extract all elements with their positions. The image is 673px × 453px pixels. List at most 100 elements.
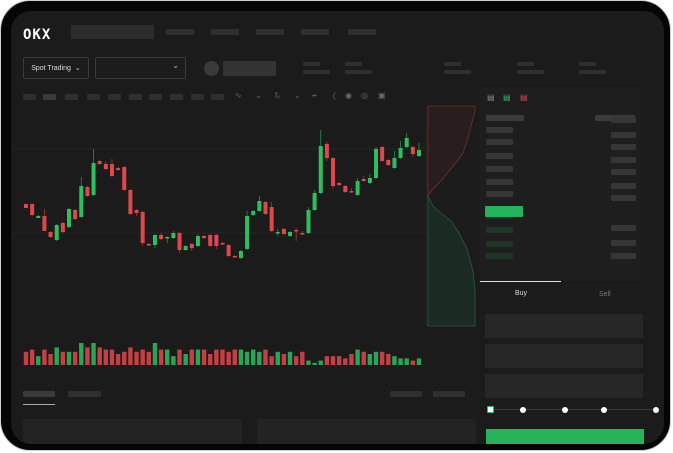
okx-logo[interactable]: OKX	[23, 27, 52, 43]
timeframe-button[interactable]	[149, 94, 162, 100]
candle[interactable]	[331, 158, 336, 186]
search-bar[interactable]	[71, 25, 154, 39]
tab-right[interactable]	[390, 391, 422, 397]
candle[interactable]	[140, 212, 145, 243]
tab-right[interactable]	[433, 391, 465, 397]
ruler-icon[interactable]: 〈	[328, 92, 336, 101]
candle[interactable]	[171, 233, 176, 238]
percent-slider-track[interactable]	[491, 409, 657, 410]
timeframe-button[interactable]	[170, 94, 183, 100]
amount-input[interactable]	[485, 344, 643, 368]
candle[interactable]	[128, 190, 133, 214]
candle[interactable]	[208, 235, 213, 246]
tab-open-orders[interactable]	[23, 391, 55, 397]
spot-trading-button[interactable]: Spot Trading ⌄	[23, 57, 89, 79]
chevron-down-icon[interactable]: ⌄	[294, 91, 301, 100]
candle[interactable]	[109, 164, 114, 176]
candle[interactable]	[202, 236, 207, 238]
candle[interactable]	[392, 158, 397, 168]
candle[interactable]	[386, 160, 391, 165]
candle[interactable]	[60, 223, 65, 232]
candle[interactable]	[245, 216, 250, 249]
candle[interactable]	[349, 191, 354, 193]
drawing-icon[interactable]: fₓ	[275, 91, 280, 100]
camera-icon[interactable]: ◉	[345, 91, 352, 100]
candle[interactable]	[269, 207, 274, 231]
candle[interactable]	[318, 146, 323, 193]
candle[interactable]	[42, 216, 47, 231]
timeframe-button[interactable]	[65, 94, 78, 100]
candle[interactable]	[24, 204, 28, 208]
candle[interactable]	[214, 235, 219, 246]
candle[interactable]	[374, 149, 379, 178]
candle[interactable]	[159, 235, 164, 239]
candle[interactable]	[85, 187, 90, 196]
slider-step-100[interactable]	[653, 407, 659, 413]
tab-buy[interactable]: Buy	[515, 290, 528, 297]
slider-step-75[interactable]	[601, 407, 607, 413]
indicator-icon[interactable]: ∿	[235, 91, 242, 100]
orderbook-bids-icon[interactable]: ▤	[503, 93, 511, 102]
candle[interactable]	[36, 216, 41, 218]
candle[interactable]	[66, 209, 71, 227]
candle[interactable]	[97, 161, 102, 164]
percent-slider-handle[interactable]	[487, 406, 494, 413]
candle[interactable]	[103, 164, 108, 169]
candle[interactable]	[398, 148, 403, 158]
candle[interactable]	[294, 230, 299, 232]
candle[interactable]	[257, 201, 262, 211]
candle[interactable]	[380, 147, 385, 161]
candle[interactable]	[116, 168, 121, 170]
timeframe-button[interactable]	[191, 94, 204, 100]
candle[interactable]	[343, 186, 348, 192]
candle[interactable]	[177, 233, 182, 250]
timeframe-button[interactable]	[87, 94, 100, 100]
candle[interactable]	[312, 193, 317, 210]
candle[interactable]	[165, 237, 170, 239]
candle[interactable]	[134, 210, 139, 213]
timeframe-button[interactable]	[43, 94, 56, 100]
nav-item[interactable]	[348, 29, 376, 35]
candle[interactable]	[220, 243, 225, 245]
candle[interactable]	[275, 232, 280, 234]
candle[interactable]	[417, 150, 421, 156]
candle[interactable]	[367, 178, 372, 183]
candle[interactable]	[337, 183, 342, 185]
nav-item[interactable]	[256, 29, 284, 35]
candle[interactable]	[300, 233, 305, 235]
candle[interactable]	[251, 211, 256, 215]
candle[interactable]	[232, 256, 237, 258]
candle[interactable]	[238, 251, 243, 258]
price-input[interactable]	[485, 314, 643, 338]
settings-icon[interactable]: ◎	[361, 91, 368, 100]
timeframe-button[interactable]	[211, 94, 224, 100]
slider-step-25[interactable]	[520, 407, 526, 413]
candle[interactable]	[195, 236, 200, 246]
slider-step-50[interactable]	[562, 407, 568, 413]
fullscreen-icon[interactable]: ▣	[378, 91, 386, 100]
candle[interactable]	[30, 204, 35, 215]
chart-type-icon[interactable]: ⌄	[255, 91, 262, 100]
candle[interactable]	[263, 202, 268, 214]
candle[interactable]	[152, 235, 157, 245]
candle[interactable]	[404, 138, 409, 147]
pair-select[interactable]: ⌄	[95, 57, 186, 79]
candle[interactable]	[54, 225, 59, 240]
candlestick-chart[interactable]	[11, 11, 664, 444]
candle[interactable]	[146, 244, 151, 246]
buy-button[interactable]	[486, 429, 644, 444]
nav-item[interactable]	[301, 29, 329, 35]
candle[interactable]	[355, 181, 360, 195]
candle[interactable]	[281, 229, 286, 234]
orderbook-both-icon[interactable]: ▤	[487, 93, 495, 102]
nav-item[interactable]	[166, 29, 194, 35]
timeframe-button[interactable]	[129, 94, 142, 100]
candle[interactable]	[122, 167, 127, 190]
candle[interactable]	[324, 144, 329, 158]
total-input[interactable]	[485, 374, 643, 398]
candle[interactable]	[226, 245, 231, 256]
nav-item[interactable]	[211, 29, 239, 35]
candle[interactable]	[73, 210, 78, 219]
candle[interactable]	[306, 210, 311, 233]
candle[interactable]	[183, 246, 188, 250]
